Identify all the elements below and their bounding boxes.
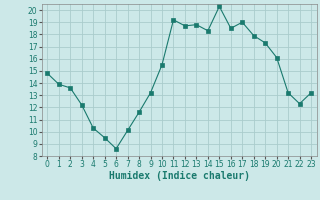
X-axis label: Humidex (Indice chaleur): Humidex (Indice chaleur) — [109, 171, 250, 181]
